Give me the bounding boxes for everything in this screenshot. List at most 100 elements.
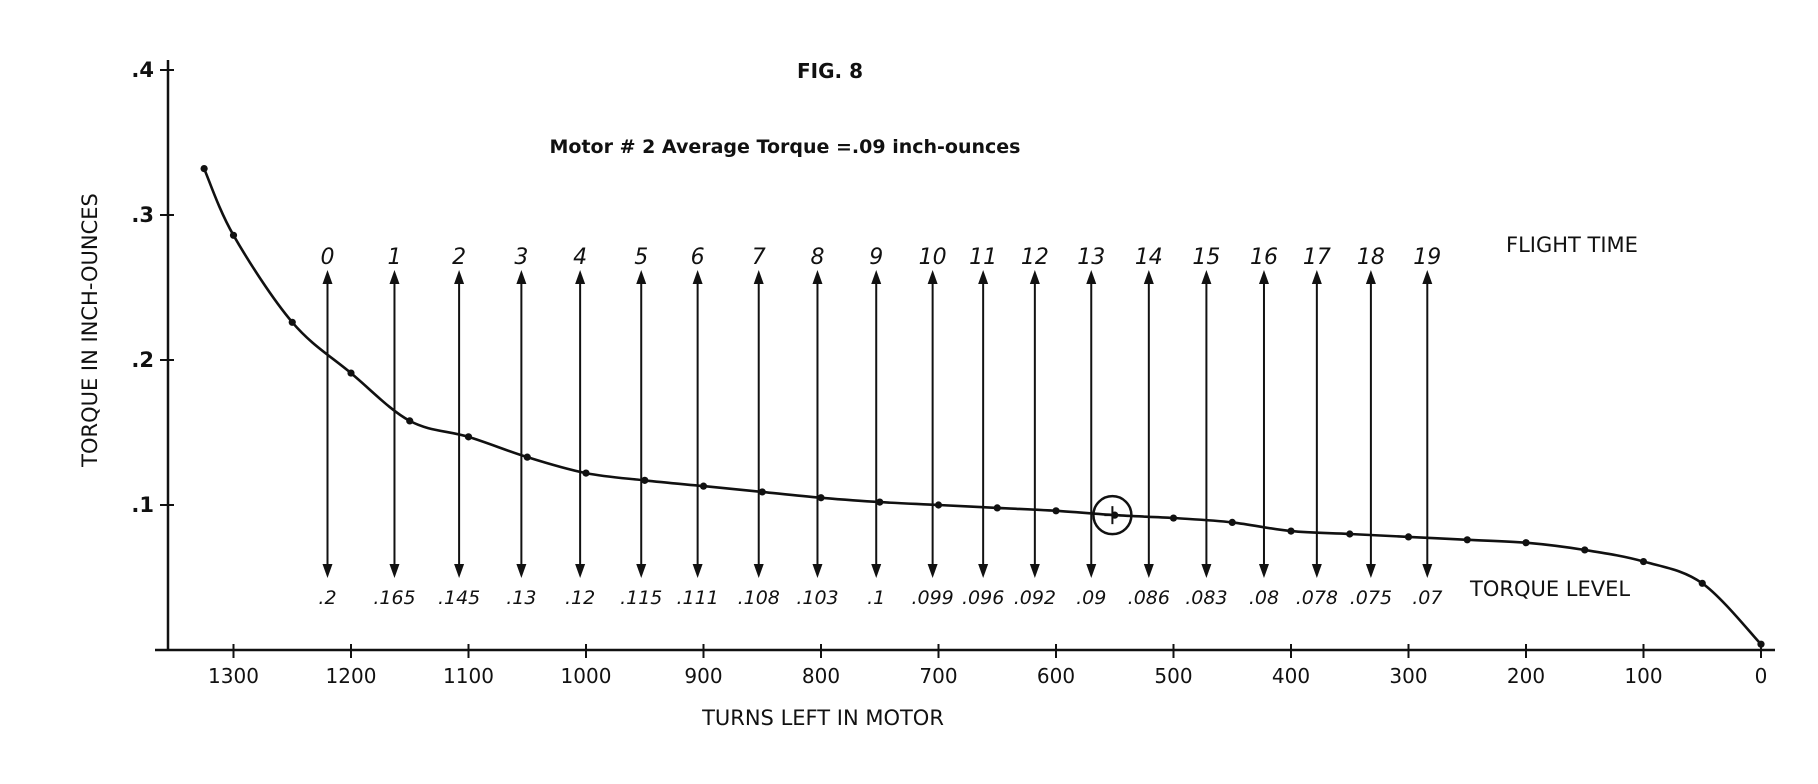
torque-level-value: .096 bbox=[962, 587, 1004, 609]
data-point bbox=[699, 482, 708, 490]
arrow-head-down bbox=[1365, 564, 1376, 578]
torque-level-value: .07 bbox=[1412, 587, 1442, 609]
x-tick-label: 200 bbox=[1507, 664, 1545, 688]
flight-time-tick-label: 13 bbox=[1077, 245, 1105, 270]
data-point bbox=[1228, 518, 1236, 527]
x-tick-label: 300 bbox=[1389, 664, 1427, 688]
average-marker-ring bbox=[1092, 494, 1133, 536]
arrow-head-down bbox=[516, 564, 527, 578]
x-axis-label: TURNS LEFT IN MOTOR bbox=[701, 706, 944, 730]
torque-level-value: .075 bbox=[1350, 587, 1392, 609]
arrow-head-up bbox=[1086, 270, 1097, 284]
data-point bbox=[523, 453, 531, 461]
data-point bbox=[1287, 527, 1295, 535]
x-tick-label: 100 bbox=[1624, 664, 1662, 688]
arrow-head-down bbox=[322, 564, 333, 578]
arrow-head-up bbox=[454, 270, 465, 284]
torque-level-value: .103 bbox=[796, 587, 838, 609]
arrow-head-down bbox=[1086, 564, 1097, 578]
torque-level-value: .111 bbox=[676, 587, 718, 609]
data-point bbox=[1404, 533, 1413, 541]
arrow-head-up bbox=[322, 270, 333, 284]
arrow-head-down bbox=[575, 564, 586, 578]
arrow-head-up bbox=[812, 270, 823, 284]
axes bbox=[155, 60, 1775, 652]
flight-time-tick-label: 14 bbox=[1135, 245, 1163, 270]
torque-level-value: .13 bbox=[506, 587, 536, 609]
data-point bbox=[406, 417, 414, 425]
arrow-head-down bbox=[871, 564, 882, 578]
arrow-head-up bbox=[389, 270, 400, 284]
torque-level-value: .108 bbox=[738, 587, 780, 609]
flight-time-tick-label: 2 bbox=[452, 245, 466, 270]
data-point bbox=[817, 494, 825, 502]
arrow-head-up bbox=[575, 270, 586, 284]
flight-time-tick-label: 10 bbox=[919, 245, 947, 270]
data-point bbox=[1463, 536, 1471, 544]
flight-time-tick-label: 5 bbox=[634, 245, 648, 270]
x-tick-label: 900 bbox=[684, 664, 722, 688]
y-tick-label: .4 bbox=[131, 58, 154, 82]
arrow-head-up bbox=[1143, 270, 1154, 284]
torque-level-label: TORQUE LEVEL bbox=[1469, 577, 1630, 601]
torque-level-value: .09 bbox=[1076, 587, 1106, 609]
torque-level-value: .2 bbox=[318, 587, 336, 609]
x-tick-label: 1300 bbox=[208, 664, 259, 688]
x-tick-label: 700 bbox=[919, 664, 957, 688]
arrow-head-down bbox=[1143, 564, 1154, 578]
data-point bbox=[200, 165, 208, 173]
data-point bbox=[1698, 579, 1706, 587]
x-tick-label: 800 bbox=[802, 664, 840, 688]
flight-time-tick-label: 11 bbox=[969, 245, 997, 270]
flight-time-arrows bbox=[322, 270, 1433, 578]
data-point bbox=[876, 498, 884, 506]
data-point bbox=[1169, 514, 1178, 522]
arrow-head-down bbox=[1422, 564, 1433, 578]
arrow-head-up bbox=[692, 270, 703, 284]
data-point bbox=[1581, 546, 1589, 554]
average-marker bbox=[1092, 494, 1133, 536]
arrow-head-down bbox=[812, 564, 823, 578]
data-point bbox=[758, 488, 766, 496]
arrow-head-up bbox=[1201, 270, 1212, 284]
flight-time-tick-label: 12 bbox=[1021, 245, 1049, 270]
arrow-head-up bbox=[636, 270, 647, 284]
arrow-head-up bbox=[1311, 270, 1322, 284]
arrow-head-down bbox=[1258, 564, 1269, 578]
torque-level-value: .165 bbox=[373, 587, 415, 609]
data-point bbox=[347, 369, 355, 377]
data-point bbox=[1346, 530, 1354, 538]
data-point bbox=[641, 476, 649, 484]
torque-level-value: .08 bbox=[1249, 587, 1279, 609]
x-tick-label: 0 bbox=[1755, 664, 1768, 688]
data-point bbox=[1052, 507, 1060, 515]
arrow-head-up bbox=[927, 270, 938, 284]
flight-time-tick-label: 17 bbox=[1303, 245, 1331, 270]
torque-level-value: .092 bbox=[1014, 587, 1056, 609]
arrow-head-up bbox=[1258, 270, 1269, 284]
chart-labels: FIG. 8 Motor # 2 Average Torque =.09 inc… bbox=[78, 59, 1638, 730]
arrow-head-down bbox=[692, 564, 703, 578]
y-tick-label: .3 bbox=[131, 203, 154, 227]
data-points bbox=[200, 165, 1765, 648]
arrow-head-down bbox=[454, 564, 465, 578]
x-tick-label: 500 bbox=[1154, 664, 1192, 688]
torque-level-value: .1 bbox=[867, 587, 885, 609]
chart-subtitle: Motor # 2 Average Torque =.09 inch-ounce… bbox=[549, 136, 1020, 158]
x-tick-label: 400 bbox=[1272, 664, 1310, 688]
arrow-head-down bbox=[927, 564, 938, 578]
arrow-head-up bbox=[516, 270, 527, 284]
flight-time-tick-label: 18 bbox=[1357, 245, 1385, 270]
data-point bbox=[993, 504, 1001, 512]
torque-level-value: .099 bbox=[911, 587, 953, 609]
y-tick-label: .2 bbox=[131, 348, 154, 372]
flight-time-tick-label: 9 bbox=[869, 245, 883, 270]
flight-time-tick-label: 19 bbox=[1413, 245, 1441, 270]
flight-time-tick-label: 3 bbox=[514, 245, 528, 270]
arrow-head-down bbox=[753, 564, 764, 578]
y-axis-label: TORQUE IN INCH-OUNCES bbox=[78, 193, 102, 468]
flight-time-tick-label: 0 bbox=[321, 245, 335, 270]
data-point bbox=[934, 501, 943, 509]
x-tick-label: 600 bbox=[1037, 664, 1075, 688]
